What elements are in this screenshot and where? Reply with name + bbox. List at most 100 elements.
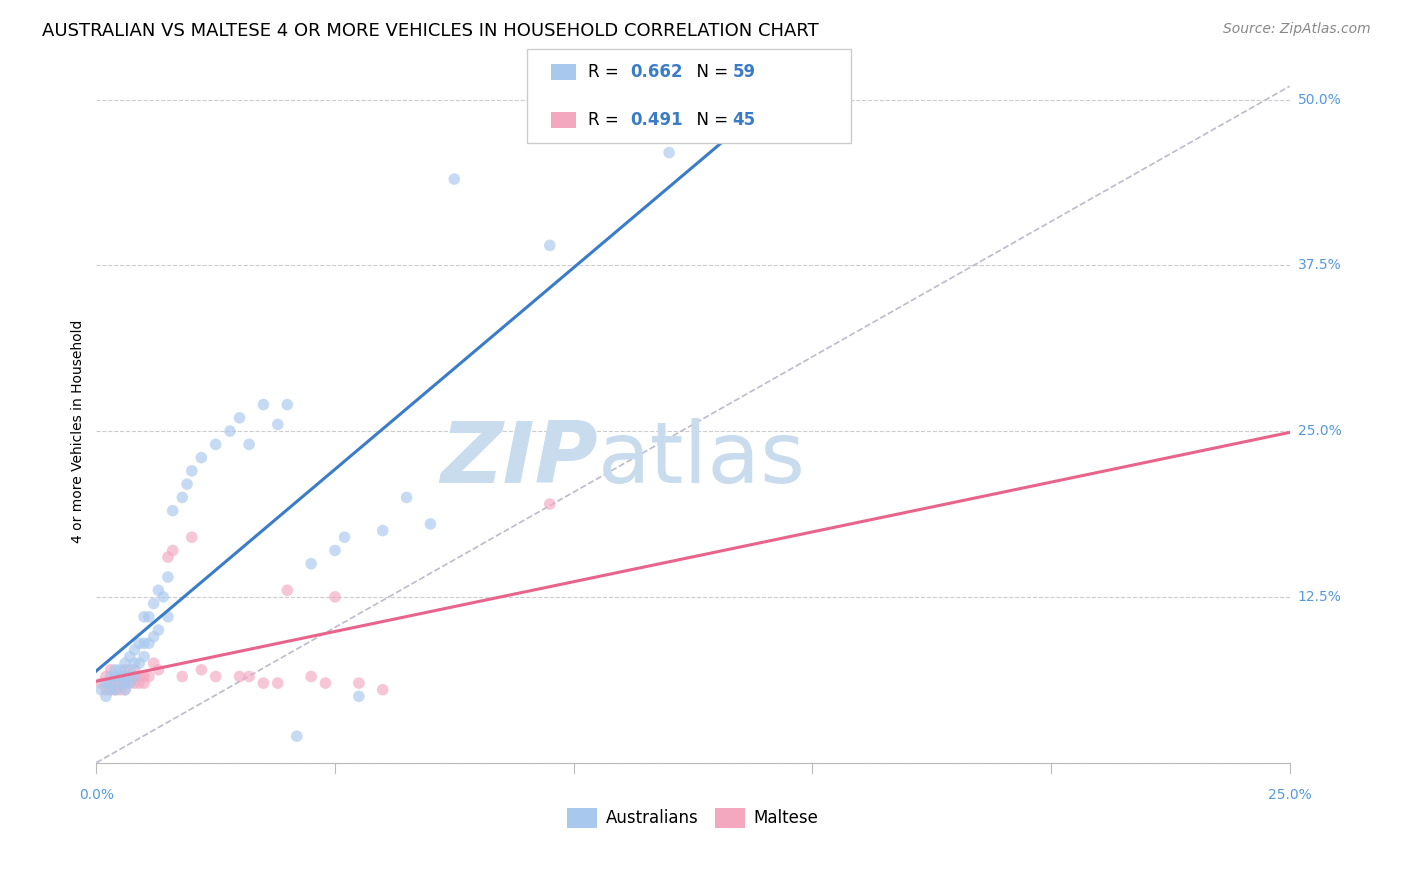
Point	[148, 663, 170, 677]
Point	[110, 669, 132, 683]
Point	[228, 669, 250, 683]
Point	[132, 609, 155, 624]
Point	[162, 504, 184, 518]
Point	[267, 417, 290, 432]
Legend: Australians, Maltese: Australians, Maltese	[561, 801, 825, 835]
Point	[219, 424, 242, 438]
Point	[104, 669, 127, 683]
Point	[152, 590, 174, 604]
Point	[314, 676, 336, 690]
Text: 0.662: 0.662	[630, 63, 682, 81]
Point	[128, 669, 150, 683]
Point	[176, 477, 198, 491]
Text: R =: R =	[588, 111, 624, 128]
Point	[138, 636, 160, 650]
Text: 0.0%: 0.0%	[79, 788, 114, 802]
Point	[347, 690, 370, 704]
Point	[276, 583, 298, 598]
Point	[128, 657, 150, 671]
Text: 50.0%: 50.0%	[1298, 93, 1341, 106]
Point	[100, 676, 122, 690]
Point	[238, 437, 260, 451]
Point	[114, 676, 136, 690]
Point	[299, 557, 322, 571]
Point	[162, 543, 184, 558]
Text: N =: N =	[686, 63, 734, 81]
Point	[94, 669, 117, 683]
Point	[180, 464, 202, 478]
Point	[124, 663, 146, 677]
Point	[110, 669, 132, 683]
Point	[180, 530, 202, 544]
Point	[323, 543, 346, 558]
Point	[90, 676, 112, 690]
Point	[104, 682, 127, 697]
Point	[110, 676, 132, 690]
Point	[190, 663, 212, 677]
Text: R =: R =	[588, 63, 624, 81]
Point	[94, 690, 117, 704]
Point	[395, 491, 418, 505]
Point	[104, 663, 127, 677]
Point	[118, 669, 141, 683]
Point	[94, 676, 117, 690]
Point	[156, 550, 179, 565]
Point	[142, 630, 165, 644]
Point	[100, 669, 122, 683]
Point	[156, 570, 179, 584]
Point	[138, 609, 160, 624]
Point	[267, 676, 290, 690]
Point	[118, 663, 141, 677]
Point	[538, 238, 561, 252]
Text: N =: N =	[686, 111, 734, 128]
Text: AUSTRALIAN VS MALTESE 4 OR MORE VEHICLES IN HOUSEHOLD CORRELATION CHART: AUSTRALIAN VS MALTESE 4 OR MORE VEHICLES…	[42, 22, 818, 40]
Point	[172, 669, 194, 683]
Point	[110, 663, 132, 677]
Text: 12.5%: 12.5%	[1298, 590, 1341, 604]
Point	[110, 676, 132, 690]
Point	[371, 682, 394, 697]
Point	[347, 676, 370, 690]
Point	[204, 669, 226, 683]
Point	[419, 516, 441, 531]
Point	[114, 682, 136, 697]
Point	[124, 669, 146, 683]
Point	[204, 437, 226, 451]
Point	[100, 676, 122, 690]
Point	[142, 597, 165, 611]
Point	[104, 676, 127, 690]
Point	[90, 682, 112, 697]
Y-axis label: 4 or more Vehicles in Household: 4 or more Vehicles in Household	[72, 319, 86, 543]
Point	[148, 583, 170, 598]
Point	[110, 682, 132, 697]
Point	[228, 410, 250, 425]
Point	[124, 669, 146, 683]
Text: Source: ZipAtlas.com: Source: ZipAtlas.com	[1223, 22, 1371, 37]
Point	[132, 669, 155, 683]
Point	[132, 649, 155, 664]
Point	[172, 491, 194, 505]
Point	[118, 676, 141, 690]
Point	[94, 682, 117, 697]
Point	[132, 676, 155, 690]
Point	[323, 590, 346, 604]
Point	[128, 676, 150, 690]
Point	[104, 682, 127, 697]
Point	[104, 669, 127, 683]
Point	[252, 676, 274, 690]
Point	[138, 669, 160, 683]
Point	[371, 524, 394, 538]
Point	[238, 669, 260, 683]
Point	[114, 657, 136, 671]
Point	[114, 669, 136, 683]
Point	[658, 145, 681, 160]
Text: 37.5%: 37.5%	[1298, 259, 1341, 272]
Text: 59: 59	[733, 63, 755, 81]
Point	[114, 669, 136, 683]
Point	[114, 663, 136, 677]
Point	[538, 497, 561, 511]
Point	[128, 636, 150, 650]
Point	[148, 623, 170, 637]
Point	[100, 682, 122, 697]
Point	[190, 450, 212, 465]
